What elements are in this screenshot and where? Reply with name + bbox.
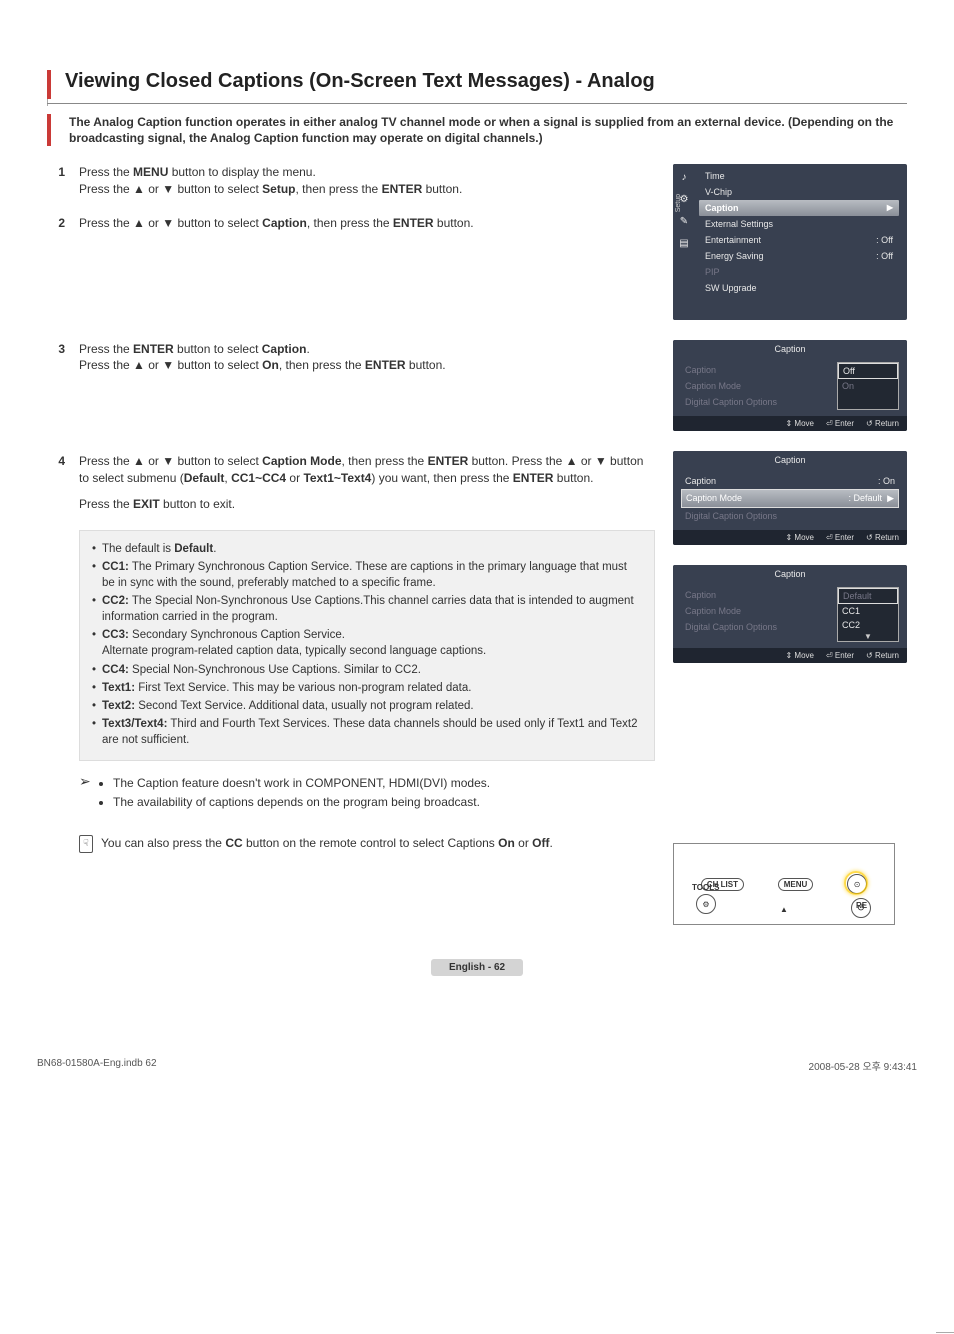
intro-text: The Analog Caption function operates in … (47, 114, 907, 146)
icon-3: ✎ (678, 216, 690, 228)
remote-note: ☟ You can also press the CC button on th… (79, 835, 655, 853)
osd-caption-mode: Caption Caption: On Caption Mode: Defaul… (673, 451, 907, 545)
remote-icon: ☟ (79, 835, 93, 853)
osd-caption-submenu: Caption Caption Caption Mode Digital Cap… (673, 565, 907, 663)
info-box: •The default is Default. •CC1: The Prima… (79, 530, 655, 761)
step-2: 2 Press the ▲ or ▼ button to select Capt… (47, 215, 655, 231)
osd-setup-menu: Setup ♪ ⚙ ✎ ▤ Time V-Chip Caption▶ Exter… (673, 164, 907, 320)
step-4: 4 Press the ▲ or ▼ button to select Capt… (47, 453, 655, 512)
osd-caption-onoff: Caption Caption Caption Mode Digital Cap… (673, 340, 907, 431)
remote-illustration: CH LIST TOOLS ⚙ MENU ▲ ⊙ RE ↺ (673, 843, 895, 925)
icon-1: ♪ (678, 172, 690, 184)
page-number: English - 62 (47, 959, 907, 973)
notes: ➢ The Caption feature doesn't work in CO… (79, 773, 655, 813)
icon-4: ▤ (678, 238, 690, 250)
step-1: 1 Press the MENU button to display the m… (47, 164, 655, 196)
page-title: Viewing Closed Captions (On-Screen Text … (65, 70, 907, 99)
print-footer: BN68-01580A-Eng.indb 62 2008-05-28 오후 9:… (27, 1058, 927, 1073)
step-3: 3 Press the ENTER button to select Capti… (47, 341, 655, 373)
